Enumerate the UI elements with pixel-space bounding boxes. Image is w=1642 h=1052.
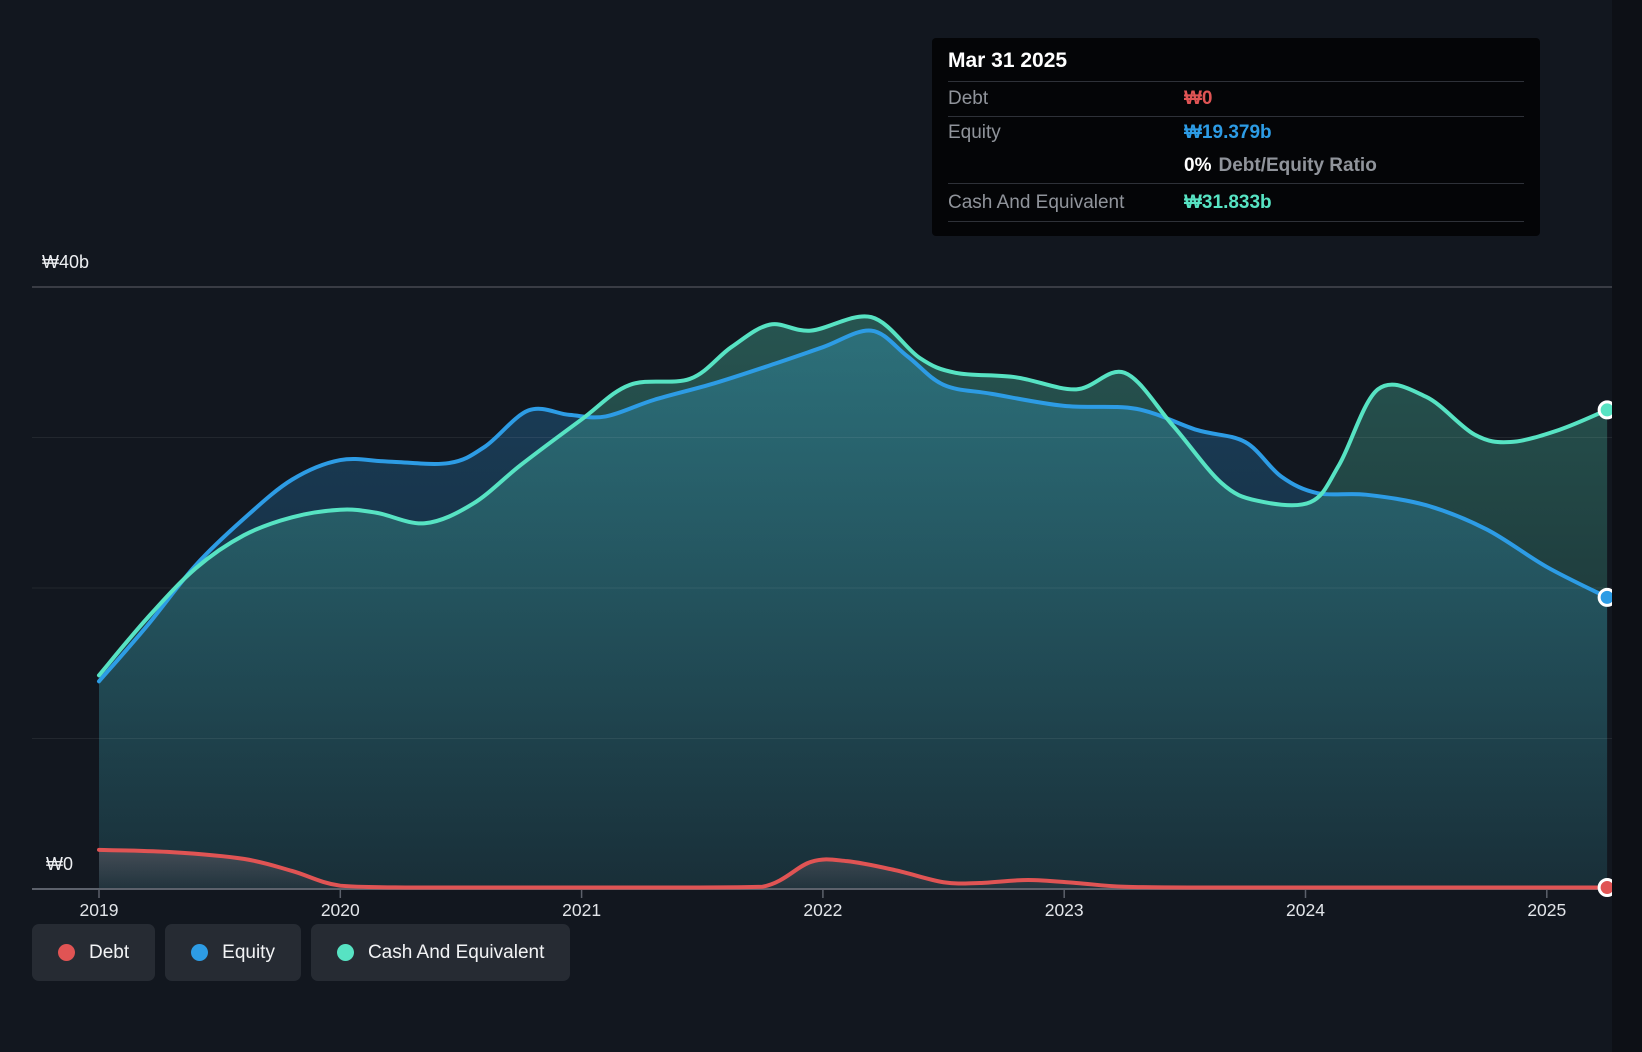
plot-area bbox=[32, 286, 1612, 889]
tooltip-date: Mar 31 2025 bbox=[948, 38, 1524, 82]
legend-item-cash[interactable]: Cash And Equivalent bbox=[310, 924, 571, 981]
x-tick-label-2024: 2024 bbox=[1286, 900, 1325, 920]
cash-and-equivalent-area bbox=[99, 316, 1608, 889]
x-tick-label-2023: 2023 bbox=[1045, 900, 1084, 920]
legend-item-debt[interactable]: Debt bbox=[32, 924, 156, 981]
tooltip-ratio-percent: 0% bbox=[1184, 155, 1212, 176]
tooltip-equity-value: ₩19.379b bbox=[1184, 122, 1272, 143]
y-tick-label-0: ₩0 bbox=[46, 854, 73, 874]
legend-item-equity[interactable]: Equity bbox=[165, 924, 301, 981]
tooltip-row-debt-equity-ratio: 0% Debt/Equity Ratio bbox=[948, 149, 1524, 184]
legend-debt-label: Debt bbox=[89, 941, 130, 963]
debt-legend-dot-icon bbox=[58, 944, 75, 961]
legend-cash-label: Cash And Equivalent bbox=[367, 941, 545, 963]
chart-tooltip: Mar 31 2025 Debt ₩0 Equity ₩19.379b 0% D… bbox=[932, 38, 1540, 236]
chart-legend: Debt Equity Cash And Equivalent bbox=[32, 924, 571, 981]
tooltip-row-debt: Debt ₩0 bbox=[948, 82, 1524, 117]
tooltip-ratio-label: Debt/Equity Ratio bbox=[1218, 155, 1377, 176]
debt-area bbox=[99, 849, 1608, 889]
equity-legend-dot-icon bbox=[191, 944, 209, 961]
x-tick-label-2021: 2021 bbox=[562, 900, 601, 920]
cash-legend-dot-icon bbox=[336, 944, 354, 961]
x-tick-label-2020: 2020 bbox=[321, 900, 360, 920]
series-lines bbox=[97, 314, 1610, 890]
y-tick-label-40: ₩40b bbox=[42, 252, 89, 272]
tooltip-cash-label: Cash And Equivalent bbox=[948, 191, 1125, 213]
tooltip-cash-value: ₩31.833b bbox=[1184, 191, 1272, 213]
tooltip-debt-label: Debt bbox=[948, 88, 989, 109]
debt-line bbox=[97, 847, 1610, 890]
legend-equity-label: Equity bbox=[222, 941, 275, 963]
tooltip-debt-value: ₩0 bbox=[1184, 88, 1213, 109]
x-tick-label-2022: 2022 bbox=[803, 900, 842, 920]
cash-and-equivalent-line bbox=[97, 314, 1610, 678]
tooltip-equity-label: Equity bbox=[948, 122, 1001, 143]
tooltip-row-cash: Cash And Equivalent ₩31.833b bbox=[948, 184, 1524, 222]
right-margin bbox=[1612, 0, 1642, 1052]
tooltip-row-equity: Equity ₩19.379b bbox=[948, 117, 1524, 149]
x-tick-label-2019: 2019 bbox=[80, 900, 119, 920]
x-tick-label-2025: 2025 bbox=[1527, 900, 1566, 920]
